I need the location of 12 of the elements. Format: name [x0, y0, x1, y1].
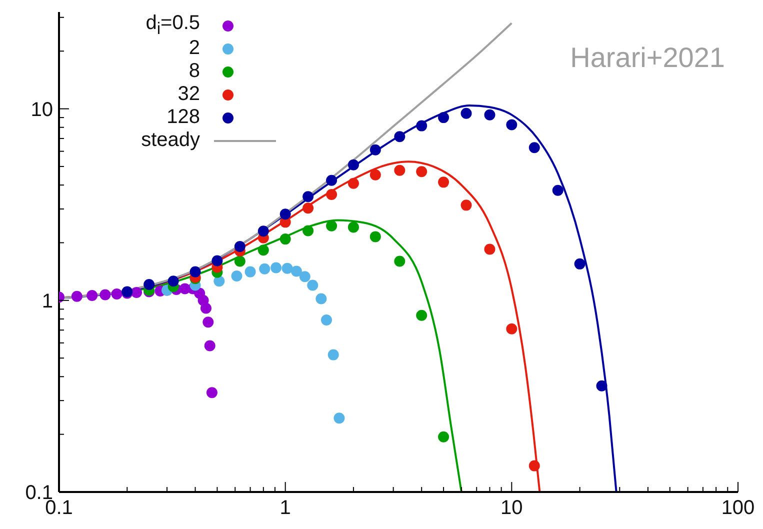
legend-label: 128 — [166, 106, 200, 129]
y-tick-label: 1 — [42, 290, 53, 312]
legend-label: 32 — [176, 83, 200, 106]
legend-label: 8 — [188, 60, 200, 83]
x-tick-label: 100 — [721, 497, 755, 519]
y-tick-label: 10 — [30, 98, 53, 121]
legend-label: steady — [140, 129, 200, 152]
annotation: Harari+2021 — [570, 42, 725, 74]
x-tick-label: 1 — [280, 497, 291, 519]
legend-label: d$_{i}$=0.5 — [146, 12, 200, 38]
x-tick-label: 10 — [500, 497, 523, 519]
legend-label: 2 — [188, 37, 200, 60]
